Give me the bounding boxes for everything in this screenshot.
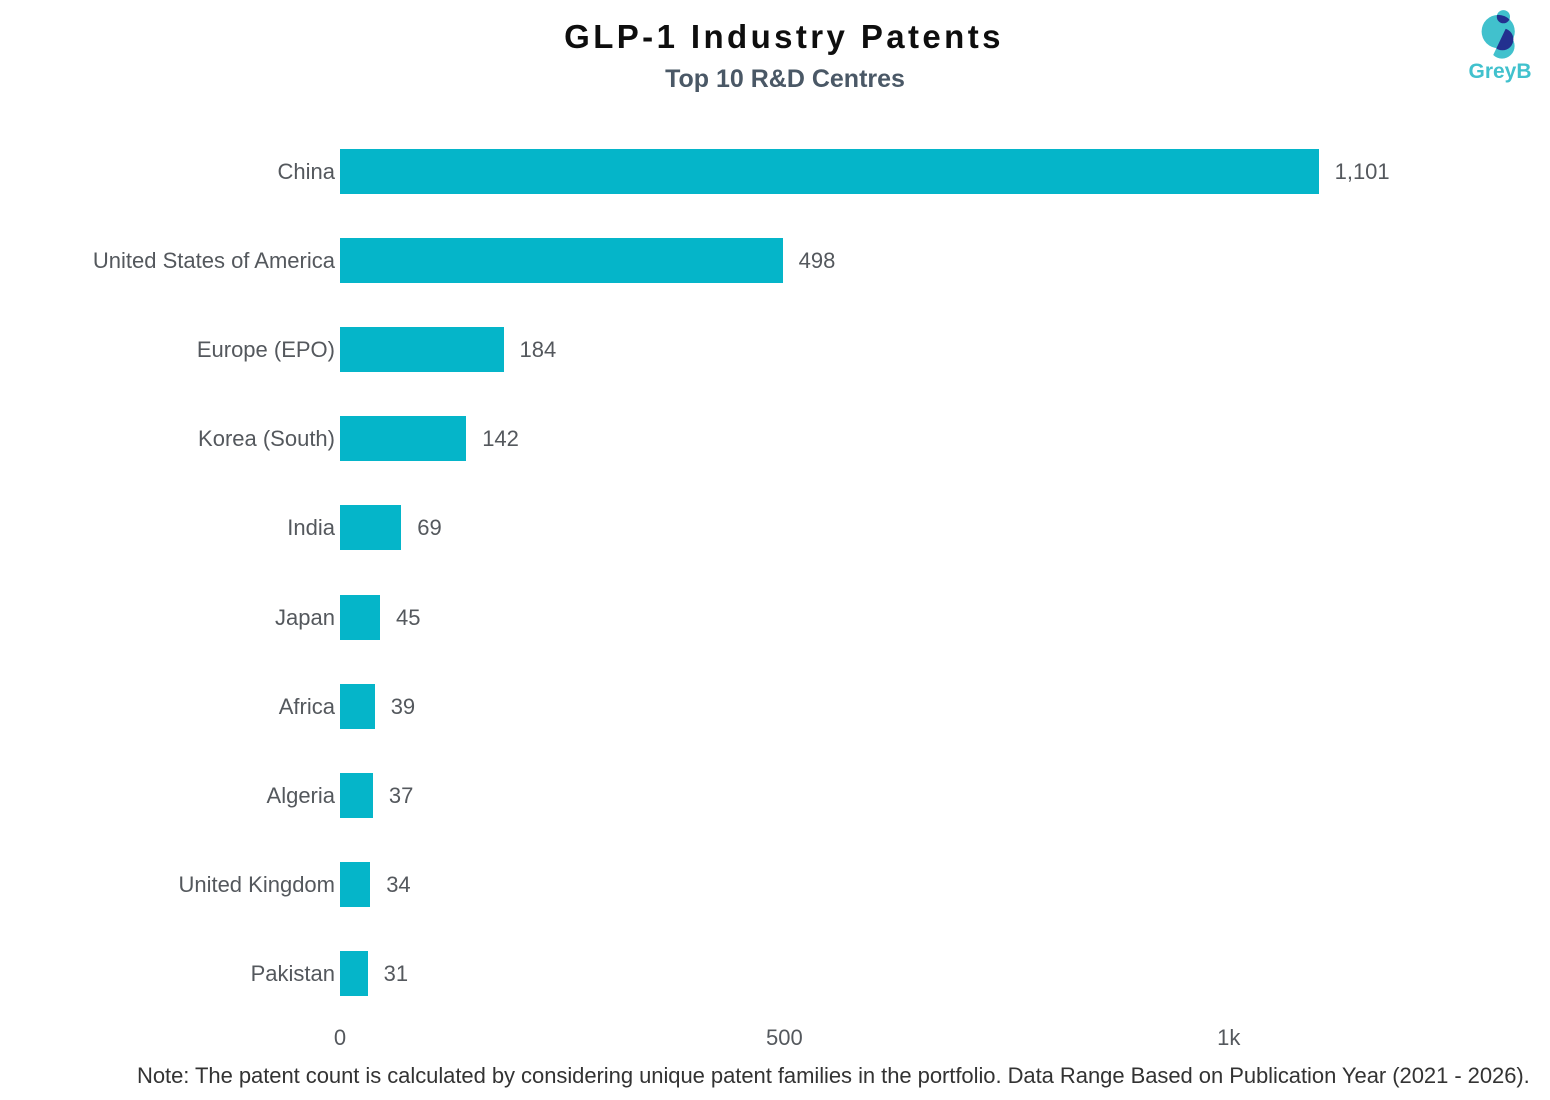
bar [340, 594, 380, 640]
value-label: 45 [396, 604, 421, 630]
chart-title: GLP-1 Industry Patents [564, 18, 1004, 55]
category-label: Africa [278, 693, 335, 719]
value-label: 142 [482, 426, 519, 452]
category-label: United Kingdom [178, 872, 335, 898]
value-label: 31 [383, 961, 409, 987]
category-label: Korea (South) [198, 426, 335, 452]
category-label: Pakistan [250, 961, 335, 987]
chart-subtitle: Top 10 R&D Centres [665, 65, 905, 93]
bar [340, 773, 373, 818]
greyb-logo-text: GreyB [1468, 60, 1532, 83]
value-label: 498 [798, 247, 836, 273]
bar [340, 327, 504, 373]
bar [340, 683, 375, 729]
value-label: 39 [390, 693, 416, 719]
x-tick-label: 0 [333, 1025, 347, 1050]
bar [340, 505, 402, 551]
category-label: Europe (EPO) [196, 337, 335, 363]
bar [340, 237, 783, 283]
category-label: China [277, 158, 335, 184]
category-label: Algeria [266, 783, 335, 808]
x-tick-label: 500 [766, 1025, 803, 1050]
greyb-logo-icon [1481, 10, 1515, 59]
value-label: 34 [386, 872, 411, 898]
category-label: Japan [275, 604, 335, 630]
category-label: India [287, 515, 335, 541]
bar [340, 862, 371, 908]
category-label: United States of America [92, 247, 335, 273]
bar [340, 416, 467, 462]
bar [340, 951, 368, 997]
value-label: 1,101 [1334, 158, 1390, 184]
greyb-logo: GreyB [1460, 0, 1540, 92]
value-label: 69 [417, 515, 442, 541]
value-label: 184 [519, 337, 557, 363]
x-tick-label: 1k [1217, 1025, 1241, 1050]
bar [340, 148, 1319, 194]
footnote: Note: The patent count is calculated by … [137, 1063, 1530, 1088]
value-label: 37 [388, 783, 414, 808]
